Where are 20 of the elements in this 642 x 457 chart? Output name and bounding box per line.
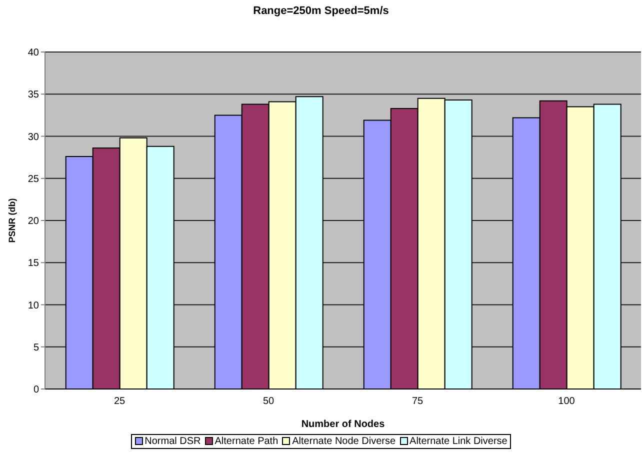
legend-label: Alternate Path xyxy=(214,436,278,446)
y-tick-label: 0 xyxy=(33,384,40,396)
y-tick-label: 5 xyxy=(33,342,40,354)
x-axis-title: Number of Nodes xyxy=(301,419,386,430)
y-tick-label: 35 xyxy=(28,90,40,101)
legend-label: Alternate Link Diverse xyxy=(408,436,508,446)
x-tick-label: 75 xyxy=(412,396,424,408)
y-tick-label: 40 xyxy=(28,48,40,59)
x-tick-label: 25 xyxy=(114,396,126,408)
legend-label: Normal DSR xyxy=(144,436,201,446)
y-tick-label: 25 xyxy=(28,174,40,185)
x-tick-label: 100 xyxy=(558,396,576,408)
y-tick-label: 10 xyxy=(28,300,40,312)
y-axis-title: PSNR (db) xyxy=(7,198,18,243)
chart-title: Range=250m Speed=5m/s xyxy=(252,5,390,17)
y-tick-label: 20 xyxy=(28,216,40,228)
y-tick-label: 30 xyxy=(28,132,40,143)
legend-label: Alternate Node Diverse xyxy=(291,436,396,446)
x-tick-label: 50 xyxy=(262,396,274,408)
y-tick-label: 15 xyxy=(28,258,40,270)
